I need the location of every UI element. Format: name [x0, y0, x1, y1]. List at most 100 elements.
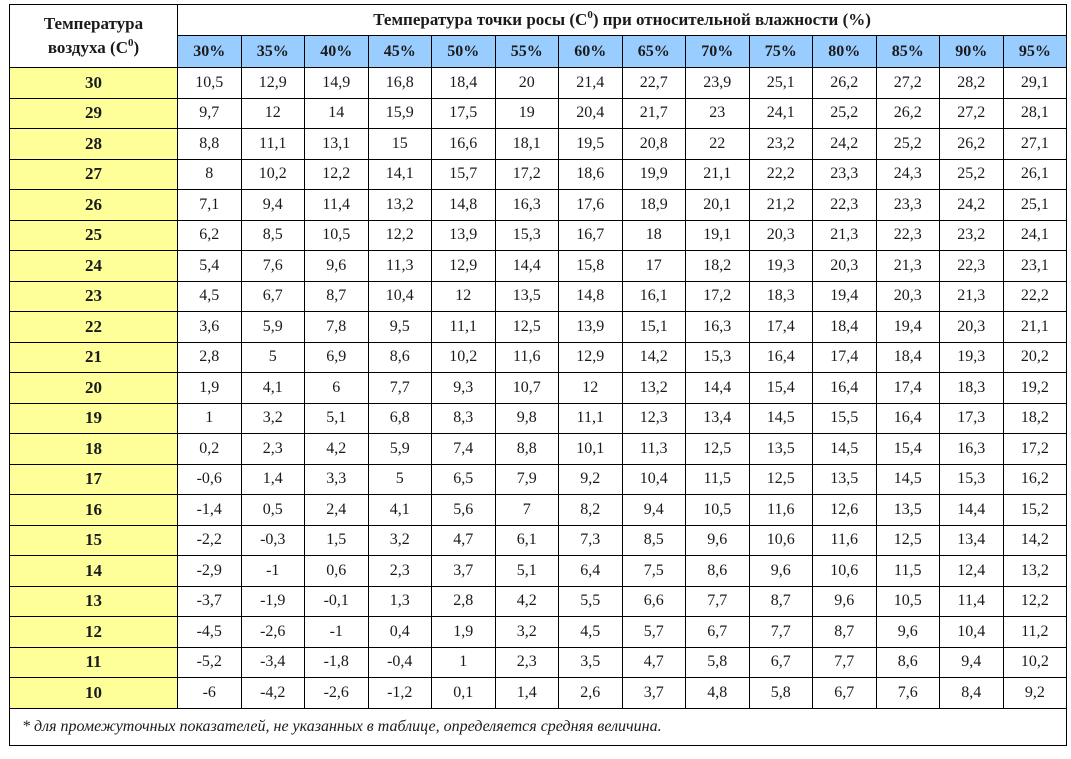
dew-point-value-cell: 12,2 — [1002, 585, 1068, 617]
dew-point-value-cell: 14,1 — [367, 158, 432, 190]
dew-point-value-cell: 3,5 — [558, 646, 623, 678]
dew-point-value-cell: 20 — [494, 67, 559, 99]
dew-point-value-cell: 11,6 — [812, 524, 877, 556]
dew-point-value-cell: 12 — [240, 97, 305, 129]
air-temperature-cell: 21 — [9, 341, 178, 373]
dew-point-value-cell: -0,4 — [367, 646, 432, 678]
air-temperature-cell: 12 — [9, 616, 178, 648]
dew-point-value-cell: 22,3 — [875, 219, 940, 251]
dew-point-value-cell: 21,3 — [812, 219, 877, 251]
dew-point-value-cell: 12 — [431, 280, 496, 312]
dew-point-value-cell: 16,3 — [939, 433, 1004, 465]
dew-point-value-cell: 3,6 — [177, 311, 242, 343]
humidity-header-cell: 80% — [812, 35, 877, 68]
dew-point-value-cell: 13,4 — [939, 524, 1004, 556]
dew-point-value-cell: 14,5 — [748, 402, 813, 434]
dew-point-value-cell: 5,1 — [494, 555, 559, 587]
dew-point-value-cell: 13,1 — [304, 128, 369, 160]
dew-point-value-cell: 23,2 — [939, 219, 1004, 251]
dew-point-value-cell: 1,4 — [240, 463, 305, 495]
dew-point-value-cell: 1 — [177, 402, 242, 434]
dew-point-value-cell: 15,1 — [621, 311, 686, 343]
humidity-header-cell: 65% — [621, 35, 686, 68]
dew-point-value-cell: 7,7 — [748, 616, 813, 648]
dew-point-value-cell: -2,9 — [177, 555, 242, 587]
dew-point-value-cell: 11,4 — [939, 585, 1004, 617]
table-row: 11 -5,2 -3,4 -1,8 -0,4 1 2,3 3,5 4,7 5,8 6,7 7,7 8,6… — [9, 646, 1068, 678]
dew-point-value-cell: 12,5 — [748, 463, 813, 495]
dew-point-value-cell: 26,2 — [875, 97, 940, 129]
dew-point-value-cell: 10,7 — [494, 372, 559, 404]
dew-point-value-cell: 18,3 — [939, 372, 1004, 404]
dew-point-value-cell: 15,3 — [685, 341, 750, 373]
dew-point-value-cell: 9,6 — [748, 555, 813, 587]
dew-point-value-cell: 6,5 — [431, 463, 496, 495]
dew-point-value-cell: 10,4 — [367, 280, 432, 312]
dew-point-value-cell: 11,1 — [431, 311, 496, 343]
dew-point-value-cell: 22,2 — [1002, 280, 1068, 312]
dew-point-value-cell: 4,5 — [558, 616, 623, 648]
dew-point-value-cell: 19,2 — [1002, 372, 1068, 404]
dew-point-value-cell: 15,5 — [812, 402, 877, 434]
dew-point-value-cell: 15,9 — [367, 97, 432, 129]
dew-point-value-cell: 1,9 — [177, 372, 242, 404]
dew-point-value-cell: 11,5 — [875, 555, 940, 587]
dew-point-value-cell: 17,6 — [558, 189, 623, 221]
dew-point-value-cell: 5,1 — [304, 402, 369, 434]
dew-point-value-cell: 15,3 — [494, 219, 559, 251]
dew-point-value-cell: 7,7 — [367, 372, 432, 404]
dew-point-value-cell: 11,2 — [1002, 616, 1068, 648]
dew-point-value-cell: 14,9 — [304, 67, 369, 99]
dew-point-value-cell: 21,2 — [748, 189, 813, 221]
air-temperature-cell: 18 — [9, 433, 178, 465]
dew-point-value-cell: 7,1 — [177, 189, 242, 221]
dew-point-value-cell: 21,7 — [621, 97, 686, 129]
dew-point-value-cell: 3,3 — [304, 463, 369, 495]
air-temperature-cell: 30 — [9, 67, 178, 99]
table-row: 18 0,2 2,3 4,2 5,9 7,4 8,8 10,1 11,3 12,5 13,5 14,5… — [9, 433, 1068, 465]
dew-point-value-cell: 6,6 — [621, 585, 686, 617]
dew-point-value-cell: 25,2 — [875, 128, 940, 160]
degree-superscript: 0 — [127, 37, 134, 49]
dew-point-value-cell: 20,4 — [558, 97, 623, 129]
humidity-header-cell: 40% — [304, 35, 369, 68]
dew-point-value-cell: 13,4 — [685, 402, 750, 434]
dew-point-value-cell: 11,6 — [748, 494, 813, 526]
dew-point-value-cell: 20,3 — [748, 219, 813, 251]
humidity-header-cell: 55% — [494, 35, 559, 68]
dew-point-value-cell: 24,2 — [939, 189, 1004, 221]
air-temperature-header-line1: Температура — [43, 14, 144, 33]
dew-point-value-cell: 18,2 — [685, 250, 750, 282]
air-temperature-cell: 22 — [9, 311, 178, 343]
dew-point-value-cell: -1 — [304, 616, 369, 648]
dew-point-value-cell: 15 — [367, 128, 432, 160]
dew-point-value-cell: 28,2 — [939, 67, 1004, 99]
table-row: 12 -4,5 -2,6 -1 0,4 1,9 3,2 4,5 5,7 6,7 7,7 8,7 9,6 1… — [9, 616, 1068, 648]
dew-point-value-cell: 20,2 — [1002, 341, 1068, 373]
dew-point-value-cell: 9,4 — [240, 189, 305, 221]
dew-point-value-cell: 18,4 — [875, 341, 940, 373]
dew-point-value-cell: 18,4 — [812, 311, 877, 343]
dew-point-value-cell: 5,9 — [240, 311, 305, 343]
dew-point-value-cell: 26,1 — [1002, 158, 1068, 190]
dew-point-value-cell: 7,4 — [431, 433, 496, 465]
air-temperature-cell: 23 — [9, 280, 178, 312]
dew-point-value-cell: 2,6 — [558, 677, 623, 709]
dew-point-value-cell: 12,3 — [621, 402, 686, 434]
dew-point-value-cell: 4,8 — [685, 677, 750, 709]
dew-point-value-cell: 27,2 — [875, 67, 940, 99]
dew-point-value-cell: 18,1 — [494, 128, 559, 160]
dew-point-value-cell: 5,4 — [177, 250, 242, 282]
dew-point-value-cell: 24,1 — [748, 97, 813, 129]
dew-point-value-cell: 24,3 — [875, 158, 940, 190]
dew-point-value-cell: 21,4 — [558, 67, 623, 99]
dew-point-value-cell: 16,3 — [685, 311, 750, 343]
dew-point-value-cell: 1,5 — [304, 524, 369, 556]
dew-point-value-cell: 11,1 — [558, 402, 623, 434]
dew-point-value-cell: 5,8 — [685, 646, 750, 678]
dew-point-value-cell: 6,7 — [812, 677, 877, 709]
air-temperature-cell: 16 — [9, 494, 178, 526]
dew-point-value-cell: 7,5 — [621, 555, 686, 587]
table-row: 10 -6 -4,2 -2,6 -1,2 0,1 1,4 2,6 3,7 4,8 5,8 6,7 7,6… — [9, 677, 1068, 709]
dew-point-value-cell: -2,2 — [177, 524, 242, 556]
